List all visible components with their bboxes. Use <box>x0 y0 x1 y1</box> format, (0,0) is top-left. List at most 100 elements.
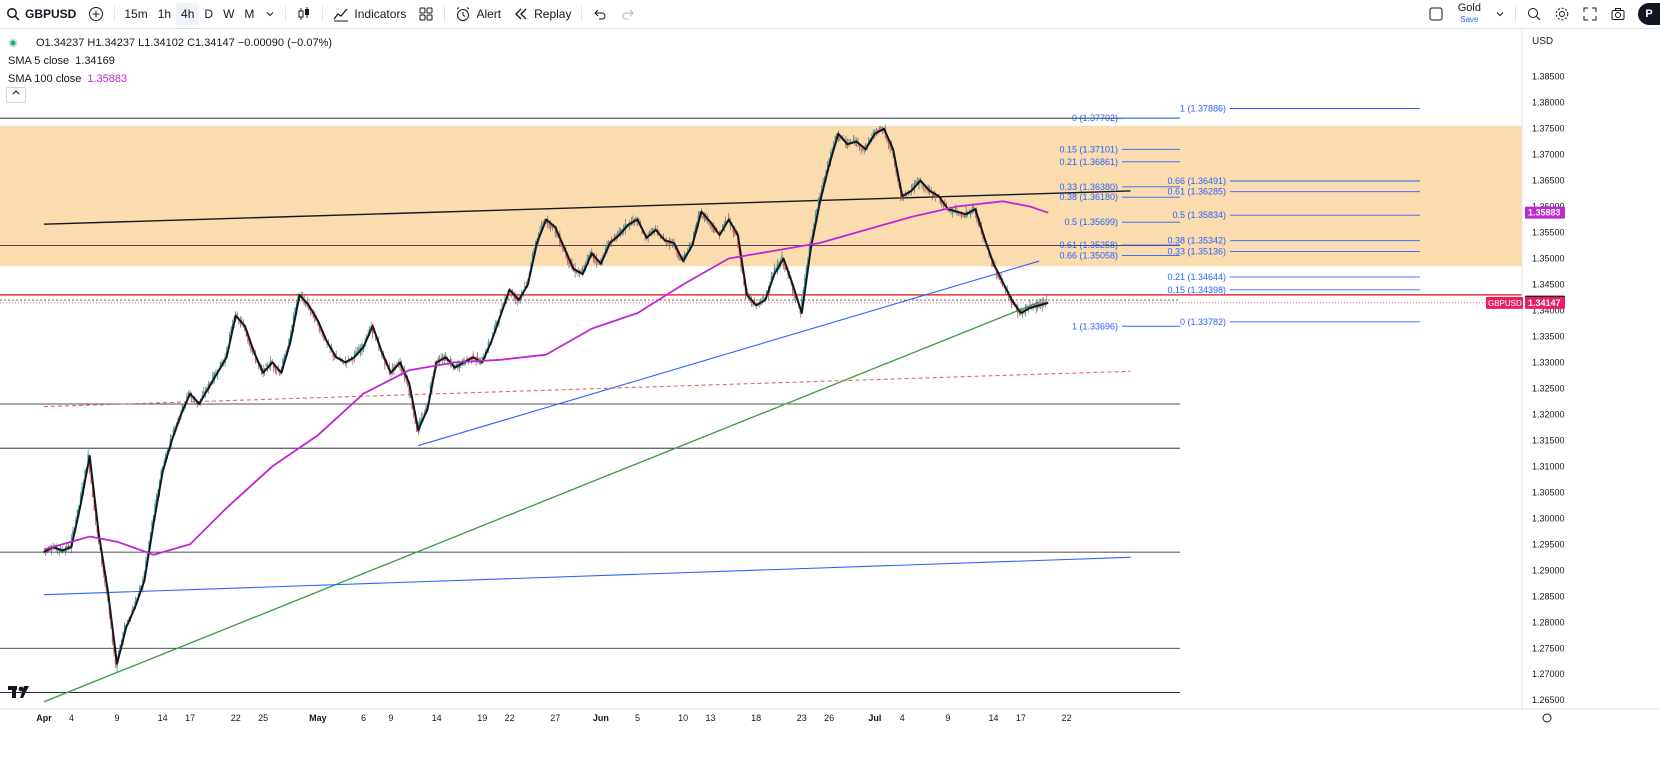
price-tick-label: 1.33500 <box>1532 331 1565 341</box>
price-series-line[interactable] <box>43 127 1049 665</box>
time-tick-label: 17 <box>185 713 195 723</box>
time-tick-label: 22 <box>231 713 241 723</box>
trendline-blue-rising[interactable] <box>418 260 1040 447</box>
resistance-zone[interactable] <box>0 125 1522 267</box>
sma100-row[interactable]: SMA 100 close 1.35883 <box>8 70 332 88</box>
candle-body <box>279 372 281 376</box>
interval-dropdown[interactable] <box>259 0 281 28</box>
alert-button[interactable]: Alert <box>449 0 507 28</box>
candle-body <box>977 219 980 225</box>
fullscreen-button[interactable] <box>1576 0 1604 28</box>
time-tick-label: 19 <box>477 713 487 723</box>
price-tick-label: 1.29000 <box>1532 565 1565 575</box>
candle-body <box>493 327 496 331</box>
candle-body <box>930 189 932 191</box>
candle-body <box>721 225 724 228</box>
time-tick-label: May <box>309 713 327 723</box>
time-tick-label: 27 <box>550 713 560 723</box>
candle-body <box>852 139 855 142</box>
price-tick-label: 1.26500 <box>1532 695 1565 705</box>
interval-4h[interactable]: 4h <box>176 3 200 25</box>
candle-body <box>276 369 278 371</box>
candle-body <box>632 219 634 221</box>
interval-d[interactable]: D <box>204 7 214 21</box>
candle-body <box>861 148 864 150</box>
indicators-button[interactable]: Indicators <box>327 0 412 28</box>
settings-button[interactable] <box>1548 0 1576 28</box>
candle-body <box>995 270 998 276</box>
legend-collapse-button[interactable] <box>6 87 26 103</box>
candle-body <box>580 270 582 272</box>
axis-settings-icon[interactable] <box>1542 713 1552 723</box>
symbol-search[interactable]: GBPUSD <box>0 0 82 28</box>
candle-body <box>875 129 878 133</box>
candle-body <box>52 547 54 550</box>
price-chart[interactable]: 0 (1.37702) 0.15 (1.37101) 0.21 (1.36861) 0… <box>0 29 1660 773</box>
indicators-icon <box>333 8 349 22</box>
candle-body <box>551 224 553 228</box>
candle-body <box>817 198 820 209</box>
candle-body <box>973 207 975 211</box>
sma100-label: SMA 100 close <box>8 73 82 85</box>
candle-body <box>411 400 413 409</box>
candle-body <box>172 430 175 434</box>
candle-body <box>595 258 598 263</box>
snapshot-button[interactable] <box>1604 0 1632 28</box>
candle-body <box>607 243 610 245</box>
undo-button[interactable] <box>586 0 614 28</box>
symbol-tag-label: GBPUSD <box>1488 299 1522 308</box>
candle-body <box>151 522 153 532</box>
sma5-row[interactable]: SMA 5 close 1.34169 <box>8 52 332 70</box>
candle-body <box>548 221 550 227</box>
sma100-line[interactable] <box>43 200 1049 556</box>
redo-button[interactable] <box>614 0 642 28</box>
interval-w[interactable]: W <box>223 7 235 21</box>
trendline-green-support[interactable] <box>43 301 1040 703</box>
divider <box>114 6 116 22</box>
candle-body <box>1029 304 1031 308</box>
price-tick-label: 1.35500 <box>1532 228 1565 238</box>
time-tick-label: 6 <box>361 713 366 723</box>
trendline-black-channel[interactable] <box>43 190 1131 225</box>
candle-body <box>181 404 184 411</box>
candle-body <box>510 292 512 296</box>
trendline-red-dashed[interactable] <box>43 370 1131 408</box>
candle-body <box>782 258 785 266</box>
trendline-blue-flat[interactable] <box>43 556 1131 596</box>
interval-1h[interactable]: 1h <box>157 7 172 21</box>
candle-body <box>886 136 888 142</box>
gold-dropdown[interactable] <box>1489 0 1511 28</box>
candle-body <box>455 363 458 366</box>
price-tick-label: 1.37000 <box>1532 150 1565 160</box>
magnifier-icon <box>1528 8 1541 21</box>
candle-body <box>265 364 267 367</box>
price-tick-label: 1.36000 <box>1532 202 1565 212</box>
publish-button[interactable]: P <box>1638 3 1660 25</box>
camera-icon <box>1611 8 1625 20</box>
chart-type-button[interactable] <box>290 0 318 28</box>
replay-button[interactable]: Replay <box>507 0 577 28</box>
candle-body <box>791 286 794 293</box>
gold-plan[interactable]: Gold Save <box>1450 3 1489 25</box>
quick-search-button[interactable] <box>1520 0 1548 28</box>
candle-body <box>916 181 919 184</box>
interval-m[interactable]: M <box>244 7 255 21</box>
candle-body <box>991 260 993 267</box>
layout-toggle[interactable] <box>1422 0 1450 28</box>
alarm-clock-icon <box>457 7 470 21</box>
chevron-up-icon <box>12 90 20 95</box>
candle-body <box>679 258 681 260</box>
candle-body <box>478 361 480 364</box>
candle-body <box>674 247 677 251</box>
market-status-icon[interactable] <box>8 38 18 48</box>
chevron-down-icon <box>267 12 274 17</box>
candle-body <box>66 545 68 550</box>
price-tick-label: 1.28000 <box>1532 617 1565 627</box>
layouts-button[interactable] <box>412 0 440 28</box>
candle-body <box>64 549 67 553</box>
compare-button[interactable] <box>82 0 110 28</box>
interval-15m[interactable]: 15m <box>124 7 148 21</box>
price-tick-label: 1.38500 <box>1532 72 1565 82</box>
sma100-value: 1.35883 <box>87 73 128 85</box>
candle-body <box>196 402 199 406</box>
